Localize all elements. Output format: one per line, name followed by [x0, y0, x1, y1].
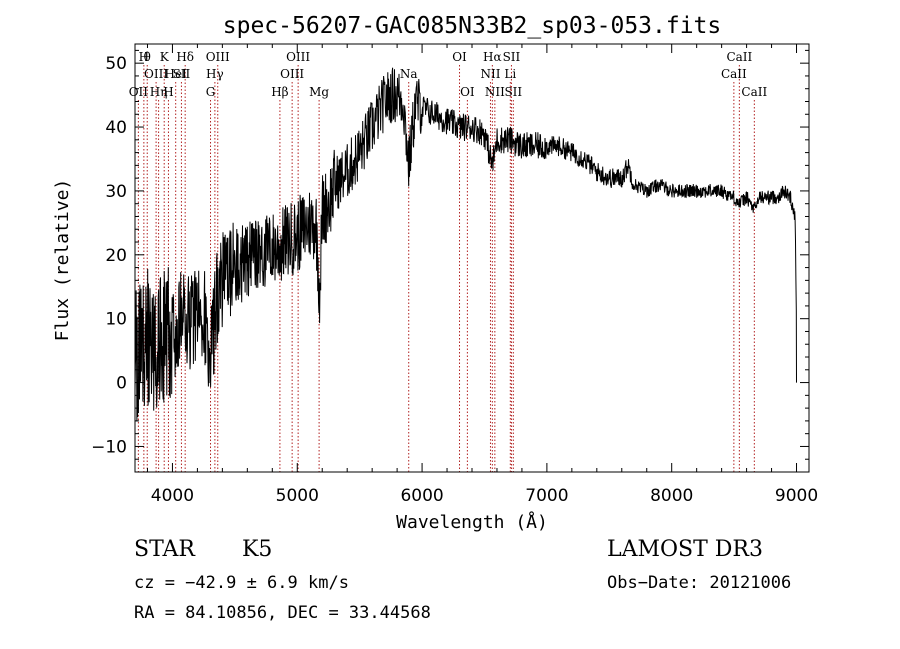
- y-tick-label: 20: [105, 246, 127, 266]
- y-axis-label: Flux (relative): [52, 179, 73, 342]
- y-tick-label: 10: [105, 310, 127, 330]
- y-tick-label: 50: [105, 54, 127, 74]
- line-marker-labels: OIIHθOIIIHηKHHeISIIHδGHγOIIIHβOIIIOIIIMg…: [129, 50, 768, 99]
- line-marker-label: Li: [504, 67, 516, 81]
- x-tick-label: 9000: [775, 486, 818, 506]
- line-marker-label: NII: [485, 85, 505, 99]
- redshift-cz: cz = −42.9 ± 6.9 km/s: [134, 573, 349, 593]
- line-marker-label: CaII: [726, 50, 752, 64]
- line-marker-label: OIII: [286, 50, 310, 64]
- axis-ticks: [135, 44, 809, 472]
- line-marker-label: OIII: [280, 67, 304, 81]
- x-tick-label: 7000: [525, 486, 568, 506]
- line-marker-label: Mg: [309, 85, 329, 99]
- line-marker-label: Hα: [483, 50, 502, 64]
- observation-date: Obs−Date: 20121006: [607, 573, 792, 593]
- line-marker-label: CaII: [741, 85, 767, 99]
- line-marker-label: SII: [503, 50, 521, 64]
- line-marker-label: Hγ: [206, 67, 224, 81]
- y-tick-label: 40: [105, 118, 127, 138]
- chart-title: spec-56207-GAC085N33B2_sp03-053.fits: [223, 13, 722, 39]
- y-tick-label: 30: [105, 182, 127, 202]
- x-tick-label: 8000: [650, 486, 693, 506]
- line-marker-label: CaII: [721, 67, 747, 81]
- line-marker-label: OII: [129, 85, 149, 99]
- x-tick-label: 5000: [276, 486, 319, 506]
- line-marker-label: H: [163, 85, 173, 99]
- y-tick-label: 0: [116, 374, 127, 394]
- x-tick-label: 6000: [400, 486, 443, 506]
- object-subclass: K5: [242, 537, 273, 562]
- line-marker-label: OIII: [144, 67, 168, 81]
- line-marker-label: G: [206, 85, 216, 99]
- line-marker-label: H: [139, 50, 149, 64]
- line-marker-label: OI: [460, 85, 475, 99]
- line-marker-label: Hδ: [176, 50, 194, 64]
- spectrum-line: [134, 67, 797, 422]
- line-marker-label: θ: [144, 50, 151, 64]
- line-marker-label: NII: [480, 67, 500, 81]
- x-axis-label: Wavelength (Å): [396, 511, 548, 533]
- y-tick-label: −10: [91, 437, 127, 457]
- line-marker-label: Hβ: [271, 85, 288, 99]
- spectrum-trace: [134, 67, 797, 422]
- survey-name: LAMOST DR3: [607, 537, 763, 562]
- line-marker-label: Na: [400, 67, 418, 81]
- object-class: STAR: [134, 537, 195, 562]
- line-marker-label: K: [160, 50, 170, 64]
- line-marker-label: SII: [504, 85, 522, 99]
- x-tick-label: 4000: [151, 486, 194, 506]
- line-marker-label: OI: [452, 50, 467, 64]
- line-marker-label: HeI: [165, 67, 188, 81]
- line-marker-label: Hη: [150, 85, 168, 99]
- tick-labels: 4000 5000 6000 7000 8000 9000 −10 0 10 20 30 40 50: [91, 54, 818, 506]
- line-marker-label: OIII: [206, 50, 230, 64]
- line-marker-label: SII: [173, 67, 191, 81]
- ra-dec-coordinates: RA = 84.10856, DEC = 33.44568: [134, 603, 431, 623]
